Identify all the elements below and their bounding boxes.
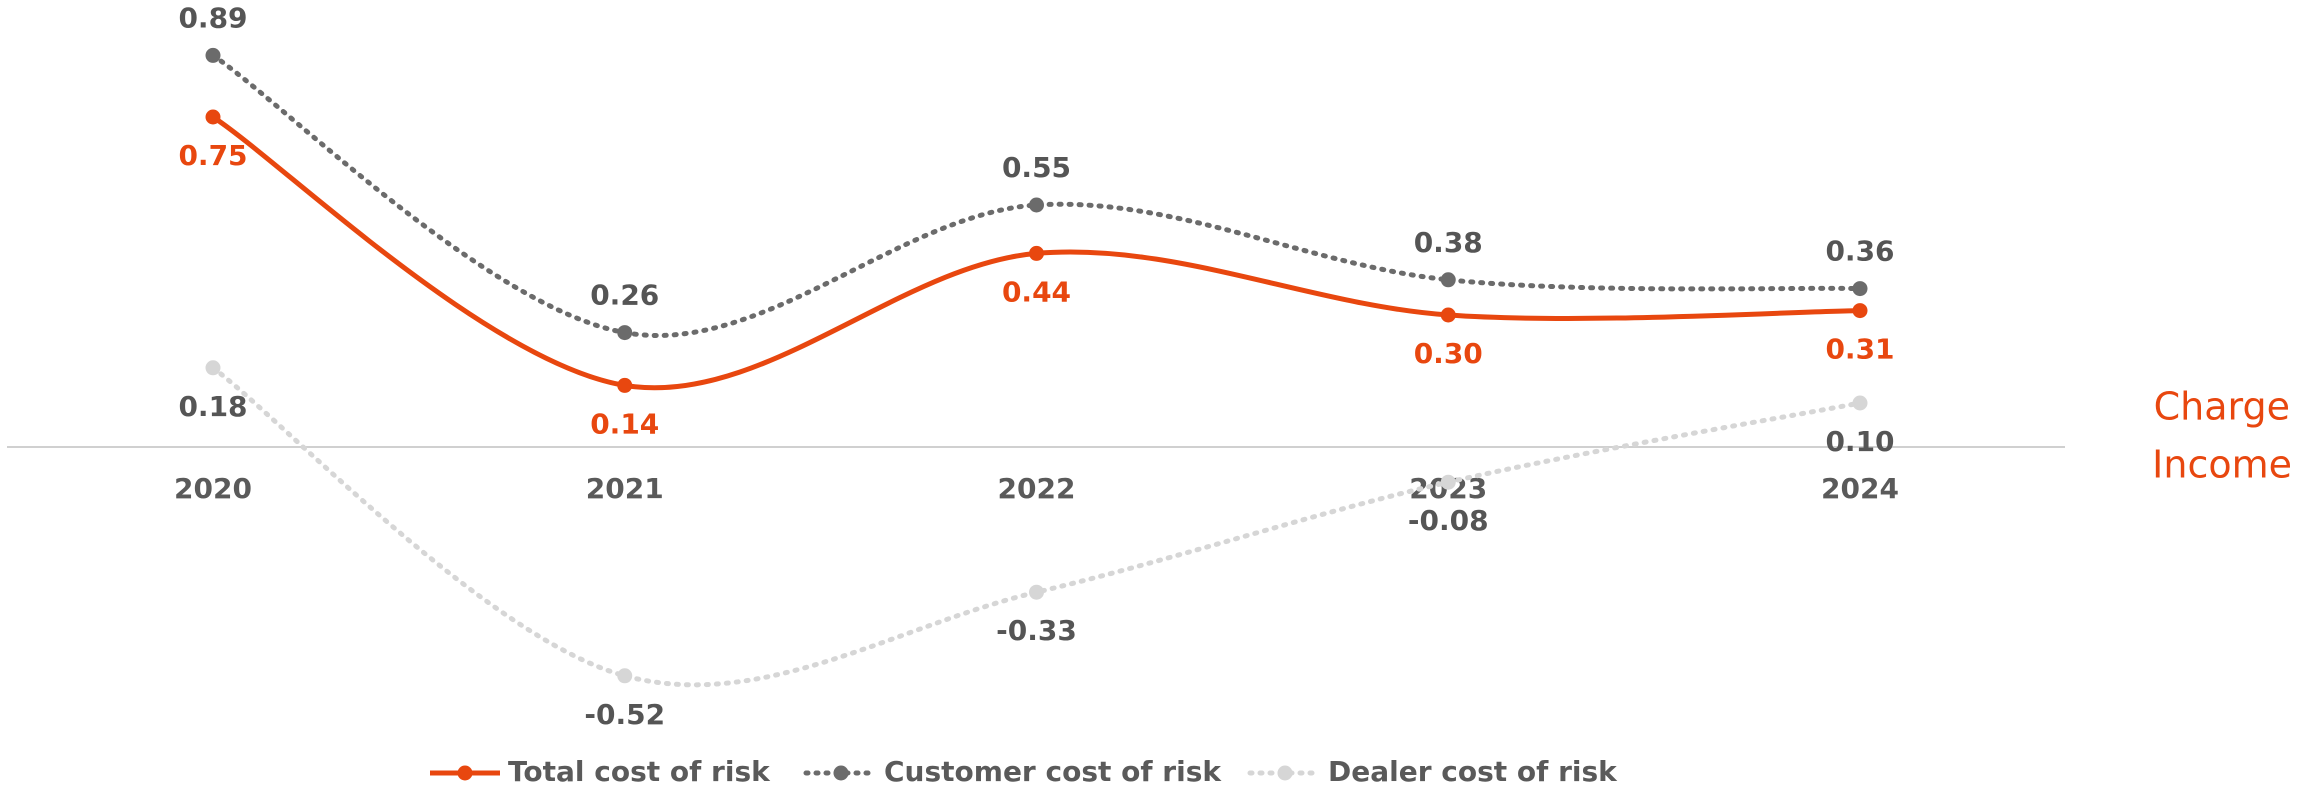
data-point — [1440, 474, 1456, 490]
data-point — [205, 47, 221, 63]
legend-label: Total cost of risk — [508, 755, 771, 788]
data-label: 0.36 — [1825, 235, 1894, 268]
data-label: 0.31 — [1825, 333, 1894, 366]
data-label: 0.44 — [1002, 275, 1071, 308]
legend-label: Dealer cost of risk — [1328, 755, 1618, 788]
data-label: 0.89 — [178, 1, 247, 34]
data-point — [617, 377, 633, 393]
data-label: 0.14 — [590, 407, 659, 440]
data-label: -0.33 — [996, 614, 1077, 647]
x-tick-label: 2022 — [998, 472, 1076, 505]
data-point — [1852, 281, 1868, 297]
data-label: 0.55 — [1002, 151, 1071, 184]
series-line — [210, 52, 1863, 338]
annotation: Income — [2152, 443, 2292, 487]
data-point — [1029, 584, 1044, 600]
x-tick-label: 2020 — [174, 472, 252, 505]
data-point — [1029, 245, 1044, 261]
data-label: 0.18 — [178, 390, 247, 423]
legend-marker — [833, 765, 849, 781]
data-point — [1852, 395, 1868, 411]
data-point — [617, 668, 633, 684]
data-label: 0.30 — [1414, 337, 1483, 370]
data-label: 0.38 — [1414, 226, 1483, 259]
data-label: 0.75 — [178, 139, 247, 172]
legend-marker — [457, 765, 473, 781]
annotation: Charge — [2154, 385, 2290, 429]
data-point — [1029, 197, 1044, 213]
x-tick-label: 2024 — [1821, 472, 1899, 505]
x-tick-label: 2021 — [586, 472, 664, 505]
data-label: 0.10 — [1825, 425, 1894, 458]
series-line — [210, 365, 1863, 688]
data-point — [205, 360, 221, 376]
data-point — [1440, 307, 1456, 323]
data-label: 0.26 — [590, 279, 659, 312]
data-label: -0.52 — [584, 698, 665, 731]
data-point — [1852, 303, 1868, 319]
legend-marker — [1277, 765, 1293, 781]
data-label: -0.08 — [1408, 504, 1489, 537]
data-point — [617, 325, 633, 341]
data-point — [1440, 272, 1456, 288]
series-line — [211, 114, 1861, 391]
data-point — [205, 109, 221, 125]
legend-label: Customer cost of risk — [884, 755, 1222, 788]
